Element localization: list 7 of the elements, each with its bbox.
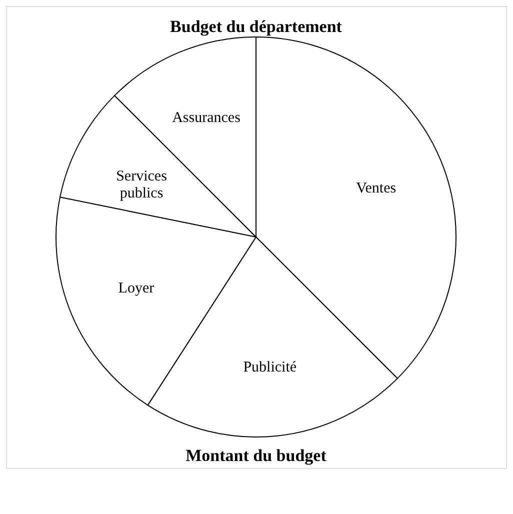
text: Montant du budget xyxy=(186,446,327,465)
slice-label: Ventes xyxy=(356,180,396,196)
slice-label: Services publics xyxy=(116,168,168,202)
chart-title: Budget du département xyxy=(170,17,342,36)
slice-label: Assurances xyxy=(172,110,241,126)
slice-label: Loyer xyxy=(118,280,154,297)
slice-label: Publicité xyxy=(243,359,297,376)
